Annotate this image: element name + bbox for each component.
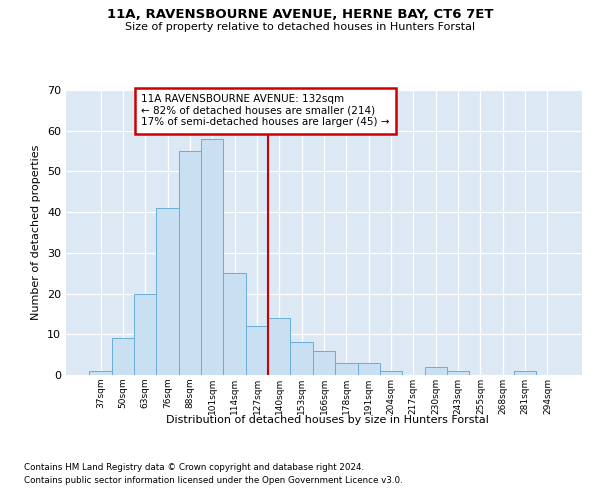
Y-axis label: Number of detached properties: Number of detached properties	[31, 145, 41, 320]
Text: 11A, RAVENSBOURNE AVENUE, HERNE BAY, CT6 7ET: 11A, RAVENSBOURNE AVENUE, HERNE BAY, CT6…	[107, 8, 493, 20]
Bar	[358, 363, 380, 375]
Text: Contains HM Land Registry data © Crown copyright and database right 2024.: Contains HM Land Registry data © Crown c…	[24, 462, 364, 471]
Bar	[313, 350, 335, 375]
Text: Size of property relative to detached houses in Hunters Forstal: Size of property relative to detached ho…	[125, 22, 475, 32]
Bar	[425, 367, 447, 375]
Bar	[380, 371, 402, 375]
Bar	[89, 371, 112, 375]
Bar	[201, 139, 223, 375]
Bar	[223, 273, 246, 375]
Bar	[157, 208, 179, 375]
Bar	[179, 151, 201, 375]
Bar	[514, 371, 536, 375]
Bar	[246, 326, 268, 375]
Bar	[112, 338, 134, 375]
Text: 11A RAVENSBOURNE AVENUE: 132sqm
← 82% of detached houses are smaller (214)
17% o: 11A RAVENSBOURNE AVENUE: 132sqm ← 82% of…	[141, 94, 389, 128]
Bar	[335, 363, 358, 375]
Bar	[134, 294, 157, 375]
Text: Contains public sector information licensed under the Open Government Licence v3: Contains public sector information licen…	[24, 476, 403, 485]
Bar	[447, 371, 469, 375]
Text: Distribution of detached houses by size in Hunters Forstal: Distribution of detached houses by size …	[166, 415, 488, 425]
Bar	[268, 318, 290, 375]
Bar	[290, 342, 313, 375]
